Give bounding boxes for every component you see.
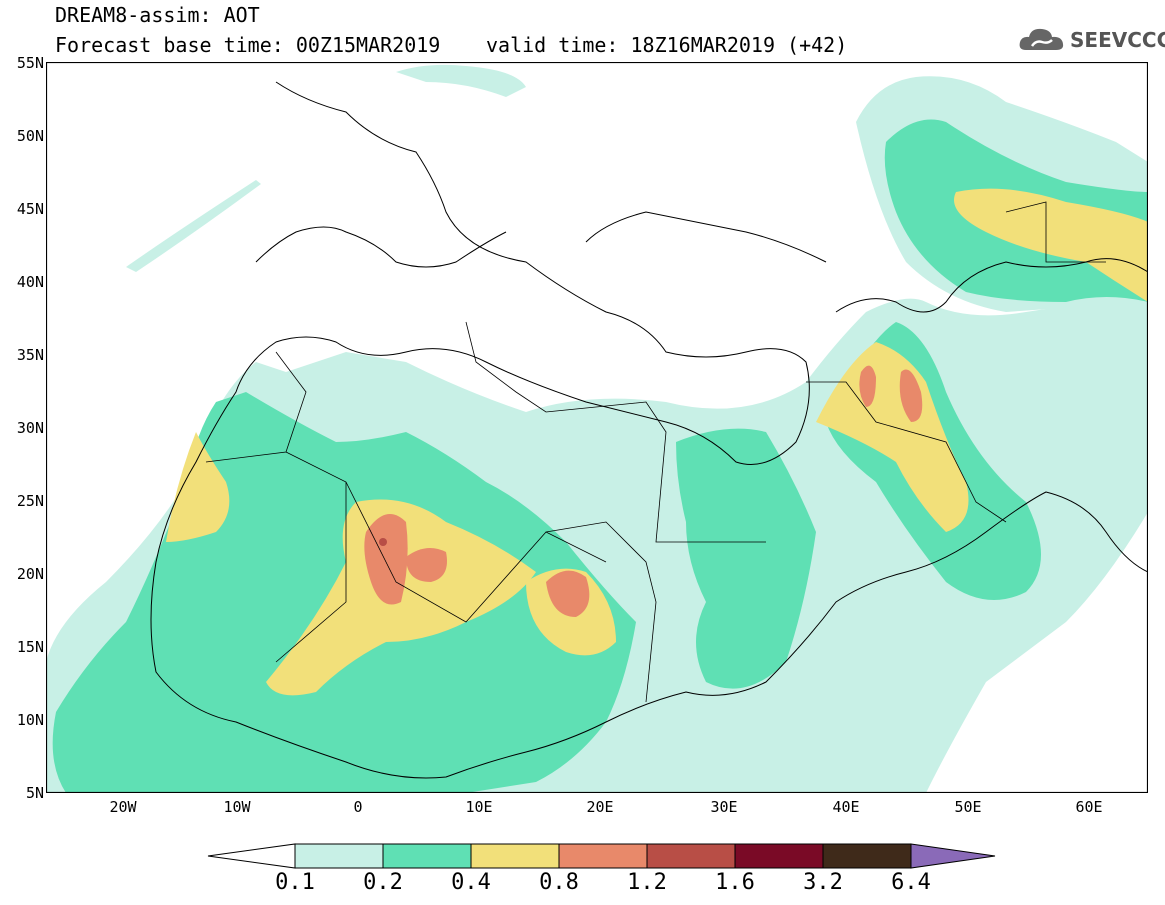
map-canvas xyxy=(45,61,1149,794)
lon-label: 10E xyxy=(465,798,493,816)
lon-label: 60E xyxy=(1075,798,1103,816)
aot-band-0.8 xyxy=(899,369,923,422)
aot-band-1.2 xyxy=(379,538,387,546)
colorbar-swatch xyxy=(382,843,472,869)
colorbar-label: 0.8 xyxy=(539,870,579,895)
colorbar-swatch xyxy=(734,843,824,869)
lon-label: 30E xyxy=(710,798,738,816)
aot-band-0.1 xyxy=(396,64,526,97)
aot-band-0.1 xyxy=(126,180,261,272)
aot-map xyxy=(45,61,1149,794)
aot-contours xyxy=(46,64,1148,793)
colorbar-label: 1.2 xyxy=(627,870,667,895)
colorbar-swatch xyxy=(294,843,384,869)
lat-label: 5N xyxy=(25,784,44,802)
seevccc-logo: SEEVCCC xyxy=(1018,24,1165,56)
colorbar-low-triangle xyxy=(207,843,296,869)
aot-band-0.4 xyxy=(816,342,969,532)
aot-band-0.2 xyxy=(676,428,816,689)
lat-label: 20N xyxy=(16,565,44,583)
aot-band-0.8 xyxy=(364,514,408,605)
lon-label: 20W xyxy=(109,798,137,816)
aot-band-0.8 xyxy=(406,548,447,582)
colorbar xyxy=(207,843,996,869)
logo-text: SEEVCCC xyxy=(1070,28,1165,52)
colorbar-label: 3.2 xyxy=(803,870,843,895)
colorbar-label: 6.4 xyxy=(891,870,931,895)
aot-band-0.8 xyxy=(859,365,876,407)
lat-label: 35N xyxy=(16,346,44,364)
aot-band-0.4 xyxy=(954,188,1148,302)
valid-time: valid time: 18Z16MAR2019 (+42) xyxy=(486,33,848,57)
map-border xyxy=(45,61,1149,794)
colorbar-high-triangle xyxy=(910,843,996,869)
lat-label: 30N xyxy=(16,419,44,437)
aot-band-0.4 xyxy=(166,432,230,542)
colorbar-swatch xyxy=(470,843,560,869)
lon-label: 10W xyxy=(223,798,251,816)
colorbar-label: 0.4 xyxy=(451,870,491,895)
map-title: DREAM8-assim: AOT xyxy=(55,3,260,27)
cloud-icon xyxy=(1019,28,1064,50)
coastlines xyxy=(150,81,1149,779)
borders xyxy=(205,201,1106,703)
lon-label: 50E xyxy=(954,798,982,816)
colorbar-label: 0.1 xyxy=(275,870,315,895)
colorbar-swatch xyxy=(558,843,648,869)
colorbar-label: 1.6 xyxy=(715,870,755,895)
lat-label: 25N xyxy=(16,492,44,510)
lat-label: 40N xyxy=(16,273,44,291)
lat-label: 50N xyxy=(16,127,44,145)
colorbar-swatch xyxy=(822,843,912,869)
lat-label: 55N xyxy=(16,54,44,72)
aot-band-0.8 xyxy=(546,570,590,617)
colorbar-label: 0.2 xyxy=(363,870,403,895)
colorbar-swatch xyxy=(646,843,736,869)
lon-label: 0 xyxy=(353,798,363,816)
forecast-base-time: Forecast base time: 00Z15MAR2019 xyxy=(55,33,441,57)
lon-label: 40E xyxy=(832,798,860,816)
lat-label: 10N xyxy=(16,711,44,729)
lat-label: 45N xyxy=(16,200,44,218)
lat-label: 15N xyxy=(16,638,44,656)
lon-label: 20E xyxy=(586,798,614,816)
